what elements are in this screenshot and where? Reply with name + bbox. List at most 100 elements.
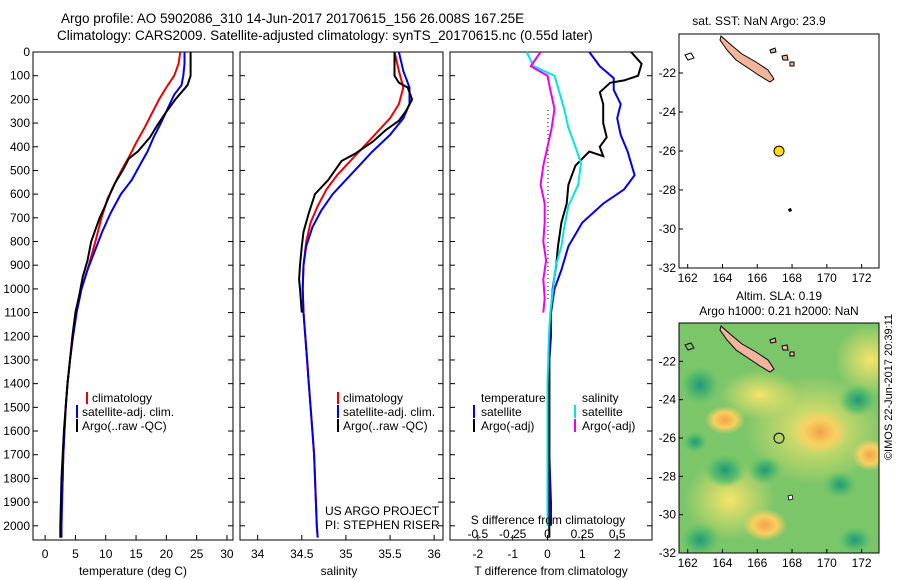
series-t-argo — [548, 51, 643, 538]
depth-tick-label: 100 — [10, 69, 30, 83]
series-climatology — [301, 51, 405, 538]
header-line-2: Climatology: CARS2009. Satellite-adjuste… — [57, 28, 593, 43]
sla-yellow-patch — [720, 370, 800, 420]
latitude-tick-label: -28 — [659, 183, 677, 197]
salinity-x-label: salinity — [321, 564, 358, 578]
temperature-tick-label: 25 — [190, 547, 204, 561]
latitude-tick-label: -30 — [659, 508, 677, 522]
latitude-tick-label: -32 — [659, 546, 677, 560]
longitude-tick-label: 162 — [678, 271, 698, 285]
sla-map-title-2: Argo h1000: 0.21 h2000: NaN — [699, 304, 858, 318]
depth-tick-label: 1700 — [3, 448, 30, 462]
legend-satellite-label: satellite-adj. clim. — [343, 405, 435, 419]
t-difference-tick-label: 2 — [614, 547, 621, 561]
sla-teal-patch — [703, 452, 747, 488]
pi-annotation: PI: STEPHEN RISER — [325, 518, 440, 532]
longitude-tick-label: 164 — [712, 271, 732, 285]
temperature-tick-label: 15 — [129, 547, 143, 561]
salinity-tick-label: 34.5 — [290, 547, 314, 561]
sla-map-frame — [678, 322, 880, 554]
salinity-tick-label: 36 — [427, 547, 441, 561]
salinity-tick-label: 34 — [251, 547, 265, 561]
depth-axis: 0 100 200 300 400 500 600 700 800 900 1000 1100 1200… — [3, 45, 233, 533]
project-annotation: US ARGO PROJECT — [325, 504, 440, 518]
salinity-tick-label: 35 — [339, 547, 353, 561]
difference-plot-frame — [449, 51, 653, 541]
sla-yellow-patch — [685, 460, 775, 540]
sla-teal-patch — [835, 525, 875, 553]
depth-tick-label: 1500 — [3, 400, 30, 414]
small-island-outline — [788, 208, 792, 212]
salinity-tick-label: 35.5 — [378, 547, 402, 561]
temperature-x-label: temperature (deg C) — [79, 564, 187, 578]
t-difference-tick-label: 0 — [544, 547, 551, 561]
depth-tick-label: 0 — [23, 45, 30, 59]
depth-tick-label: 600 — [10, 187, 30, 201]
depth-tick-label: 1600 — [3, 424, 30, 438]
loyalty-islands-coastline — [769, 47, 795, 67]
depth-tick-label: 900 — [10, 258, 30, 272]
new-caledonia-coastline — [719, 325, 775, 373]
temperature-tick-label: 0 — [42, 547, 49, 561]
longitude-tick-label: 170 — [817, 556, 837, 570]
depth-tick-label: 800 — [10, 235, 30, 249]
salinity-axis: 34 34.5 35 35.5 36 — [251, 535, 441, 561]
small-island-outline — [684, 342, 695, 351]
sla-orange-patch — [792, 410, 848, 454]
small-island-outline — [684, 52, 695, 61]
latitude-tick-label: -26 — [659, 144, 677, 158]
series-s-satellite — [525, 51, 583, 526]
longitude-tick-label: 166 — [747, 271, 767, 285]
latitude-tick-label: -22 — [659, 66, 677, 80]
legend-salinity-title: salinity — [582, 391, 619, 405]
sla-orange-patch — [705, 406, 745, 434]
legend-s-satellite-label: satellite — [582, 405, 623, 419]
longitude-tick-label: 172 — [852, 556, 872, 570]
depth-tick-label: 1400 — [3, 377, 30, 391]
t-difference-tick-label: 1 — [579, 547, 586, 561]
depth-tick-label: 1900 — [3, 495, 30, 509]
sla-teal-patch — [679, 363, 722, 407]
sla-orange-patch — [743, 509, 787, 541]
depth-tick-label: 300 — [10, 116, 30, 130]
longitude-tick-label: 170 — [817, 271, 837, 285]
legend-argo-label: Argo(..raw -QC) — [82, 419, 167, 433]
series-t-satellite — [548, 51, 636, 526]
salinity-plot-frame — [239, 51, 444, 541]
legend-temperature-title: temperature — [481, 391, 546, 405]
latitude-tick-label: -26 — [659, 431, 677, 445]
profile-location-marker — [773, 432, 785, 444]
profile-location-marker — [773, 145, 785, 157]
depth-tick-label: 2000 — [3, 519, 30, 533]
series-argo — [59, 52, 192, 538]
s-difference-x-label: S difference from climatology — [471, 513, 626, 527]
sla-teal-patch — [838, 383, 878, 417]
credit-text: ©IMOS 22-Jun-2017 20:39:11 — [883, 313, 895, 461]
t-difference-tick-label: -2 — [473, 547, 484, 561]
latitude-tick-label: -30 — [659, 222, 677, 236]
longitude-tick-label: 164 — [712, 556, 732, 570]
loyalty-islands-coastline — [769, 337, 795, 357]
longitude-tick-label: 168 — [782, 556, 802, 570]
s-difference-tick-label: 0 — [544, 527, 551, 541]
legend-climatology-label: climatology — [92, 391, 152, 405]
s-difference-axis: -0.5 -0.25 0 0.25 0.5 — [468, 527, 626, 541]
temperature-tick-label: 10 — [99, 547, 113, 561]
temperature-tick-label: 20 — [160, 547, 174, 561]
t-difference-axis: -2 -1 0 1 2 — [473, 535, 621, 561]
salinity-legend: climatology satellite-adj. clim. Argo(..… — [337, 391, 435, 433]
difference-legend: temperature salinity satellite Argo(-adj… — [473, 391, 635, 433]
depth-tick-label: 700 — [10, 211, 30, 225]
legend-argo-label: Argo(..raw -QC) — [343, 419, 428, 433]
longitude-tick-label: 168 — [782, 271, 802, 285]
series-argo — [298, 52, 414, 313]
legend-t-satellite-label: satellite — [481, 405, 522, 419]
longitude-tick-label: 172 — [852, 271, 872, 285]
new-caledonia-coastline — [719, 35, 775, 83]
temperature-tick-label: 30 — [220, 547, 234, 561]
sst-map-frame — [678, 33, 880, 269]
